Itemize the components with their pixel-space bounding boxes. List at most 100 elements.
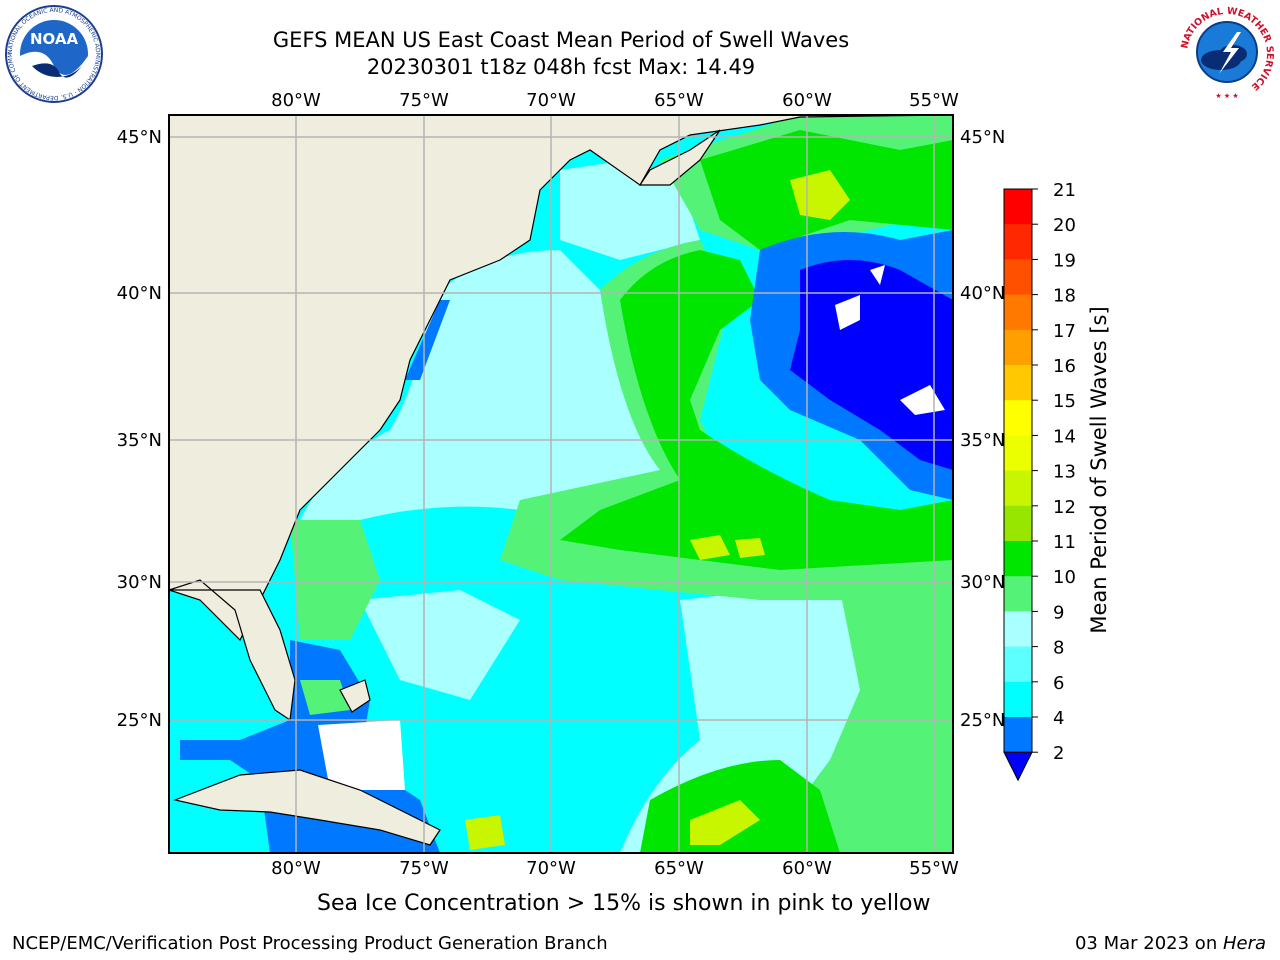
- sea-ice-caption: Sea Ice Concentration > 15% is shown in …: [317, 891, 931, 916]
- colorbar-segment: [1004, 576, 1032, 612]
- bahamas-land: [339, 679, 371, 713]
- cuba-land: [172, 769, 441, 846]
- florida-land: [169, 579, 296, 722]
- colorbar-tick-label: 9: [1053, 602, 1064, 623]
- colorbar-label: Mean Period of Swell Waves [s]: [1087, 306, 1111, 633]
- colorbar-segment: [1004, 505, 1032, 542]
- colorbar-tick-label: 8: [1053, 638, 1064, 659]
- colorbar-tick-label: 15: [1053, 391, 1076, 412]
- swell-zone-10-11s: [700, 130, 953, 250]
- swell-zone-8-9s: [620, 560, 953, 853]
- north-america-land: [169, 115, 951, 642]
- no-data-zone: [835, 295, 860, 330]
- lon-tick-label: 70°W: [526, 90, 576, 111]
- colorbar: 21 20 19 18 17 16 15 14 13 12 11 10 9 8 6 4 2: [1003, 180, 1076, 782]
- colorbar-tick-label: 10: [1053, 567, 1076, 588]
- swell-zone-under-2s: [790, 260, 953, 470]
- colorbar-segment: [1004, 224, 1032, 260]
- footer-date-text: 03 Mar 2023 on: [1074, 933, 1223, 954]
- lat-tick-label: 35°N: [117, 430, 162, 451]
- swell-zone-9-10s: [660, 115, 953, 250]
- lon-tick-label: 65°W: [654, 858, 704, 879]
- colorbar-segment: [1004, 400, 1032, 436]
- lat-tick-label: 30°N: [117, 572, 162, 593]
- footer-credit: NCEP/EMC/Verification Post Processing Pr…: [12, 933, 608, 954]
- colorbar-tick-label: 11: [1053, 532, 1076, 553]
- swell-zone-8-9s: [360, 590, 520, 700]
- swell-zone-2-4s: [750, 230, 953, 500]
- lat-tick-label: 40°N: [960, 283, 1005, 304]
- swell-zone-9-10s: [760, 570, 953, 853]
- lat-labels-left: 45°N 40°N 35°N 30°N 25°N: [117, 127, 162, 731]
- lat-tick-label: 45°N: [960, 127, 1005, 148]
- colorbar-frame: [1003, 188, 1033, 753]
- colorbar-segment: [1004, 470, 1032, 507]
- noaa-logo: NATIONAL OCEANIC AND ATMOSPHERIC ADMINIS…: [4, 4, 103, 103]
- colorbar-tick-label: 4: [1053, 708, 1064, 729]
- lat-tick-label: 30°N: [960, 572, 1005, 593]
- swell-zone-11-13s: [690, 535, 730, 560]
- swell-zone-2-4s: [405, 300, 450, 380]
- no-data-zone: [318, 720, 405, 790]
- colorbar-tick-label: 17: [1053, 321, 1076, 342]
- lat-tick-label: 25°N: [117, 710, 162, 731]
- lon-tick-label: 75°W: [399, 858, 449, 879]
- lon-tick-label: 65°W: [654, 90, 704, 111]
- lon-tick-label: 60°W: [782, 858, 832, 879]
- colorbar-segment: [1004, 259, 1032, 296]
- lon-tick-label: 80°W: [271, 90, 321, 111]
- lon-tick-label: 55°W: [909, 858, 959, 879]
- no-data-zone: [900, 385, 945, 415]
- colorbar-tick-label: 14: [1053, 426, 1076, 447]
- swell-zone-11-13s: [465, 815, 505, 850]
- swell-zone-9-10s: [290, 520, 380, 640]
- lon-tick-label: 80°W: [271, 858, 321, 879]
- swell-zone-8-9s: [560, 160, 700, 260]
- lon-labels-bottom: 80°W 75°W 70°W 65°W 60°W 55°W: [271, 858, 959, 879]
- colorbar-tick-label: 20: [1053, 215, 1076, 236]
- colorbar-segment: [1004, 681, 1032, 718]
- colorbar-tick-label: 12: [1053, 497, 1076, 518]
- colorbar-tick-label: 19: [1053, 250, 1076, 271]
- swell-zone-11-13s: [690, 800, 760, 845]
- colorbar-segment: [1004, 541, 1032, 577]
- colorbar-tick-label: 18: [1053, 286, 1076, 307]
- colorbar-tick-label: 13: [1053, 462, 1076, 483]
- lon-tick-label: 75°W: [399, 90, 449, 111]
- footer-date: 03 Mar 2023 on Hera: [1075, 933, 1266, 954]
- noaa-logo-text: NOAA: [30, 30, 79, 48]
- colorbar-tick-label: 16: [1053, 356, 1076, 377]
- colorbar-segment: [1004, 611, 1032, 648]
- svg-text:★ ★ ★: ★ ★ ★: [1215, 92, 1238, 100]
- colorbar-tick-label: 6: [1053, 673, 1064, 694]
- colorbar-segment: [1004, 365, 1032, 401]
- chart-subtitle: 20230301 t18z 048h fcst Max: 14.49: [366, 55, 756, 79]
- map-frame: [168, 114, 954, 854]
- swell-zone-10-11s: [640, 760, 840, 853]
- lat-labels-right: 45°N 40°N 35°N 30°N 25°N: [960, 127, 1005, 731]
- colorbar-tick-label: 2: [1053, 743, 1064, 764]
- colorbar-tick-label: 21: [1053, 180, 1076, 201]
- lat-tick-label: 35°N: [960, 430, 1005, 451]
- swell-zone-9-10s: [500, 240, 953, 600]
- lat-tick-label: 40°N: [117, 283, 162, 304]
- lat-tick-label: 25°N: [960, 710, 1005, 731]
- graticule: [169, 115, 953, 853]
- colorbar-under-arrow: [1003, 751, 1033, 782]
- swell-zone-2-4s: [180, 640, 440, 853]
- swell-zone-8-9s: [300, 250, 660, 520]
- swell-zone-10-11s: [560, 250, 953, 570]
- nws-logo: NATIONAL WEATHER SERVICE ★ ★ ★: [1179, 5, 1275, 100]
- colorbar-segment: [1004, 435, 1032, 472]
- lon-tick-label: 70°W: [526, 858, 576, 879]
- lon-tick-label: 60°W: [782, 90, 832, 111]
- colorbar-segment: [1004, 329, 1032, 366]
- swell-zone-11-13s: [735, 538, 765, 558]
- swell-zone-9-10s: [300, 680, 350, 715]
- chart-title: GEFS MEAN US East Coast Mean Period of S…: [272, 28, 850, 52]
- colorbar-segment: [1004, 294, 1032, 331]
- colorbar-segment: [1004, 717, 1032, 753]
- no-data-zone: [870, 265, 885, 285]
- nova-scotia-land: [638, 129, 721, 186]
